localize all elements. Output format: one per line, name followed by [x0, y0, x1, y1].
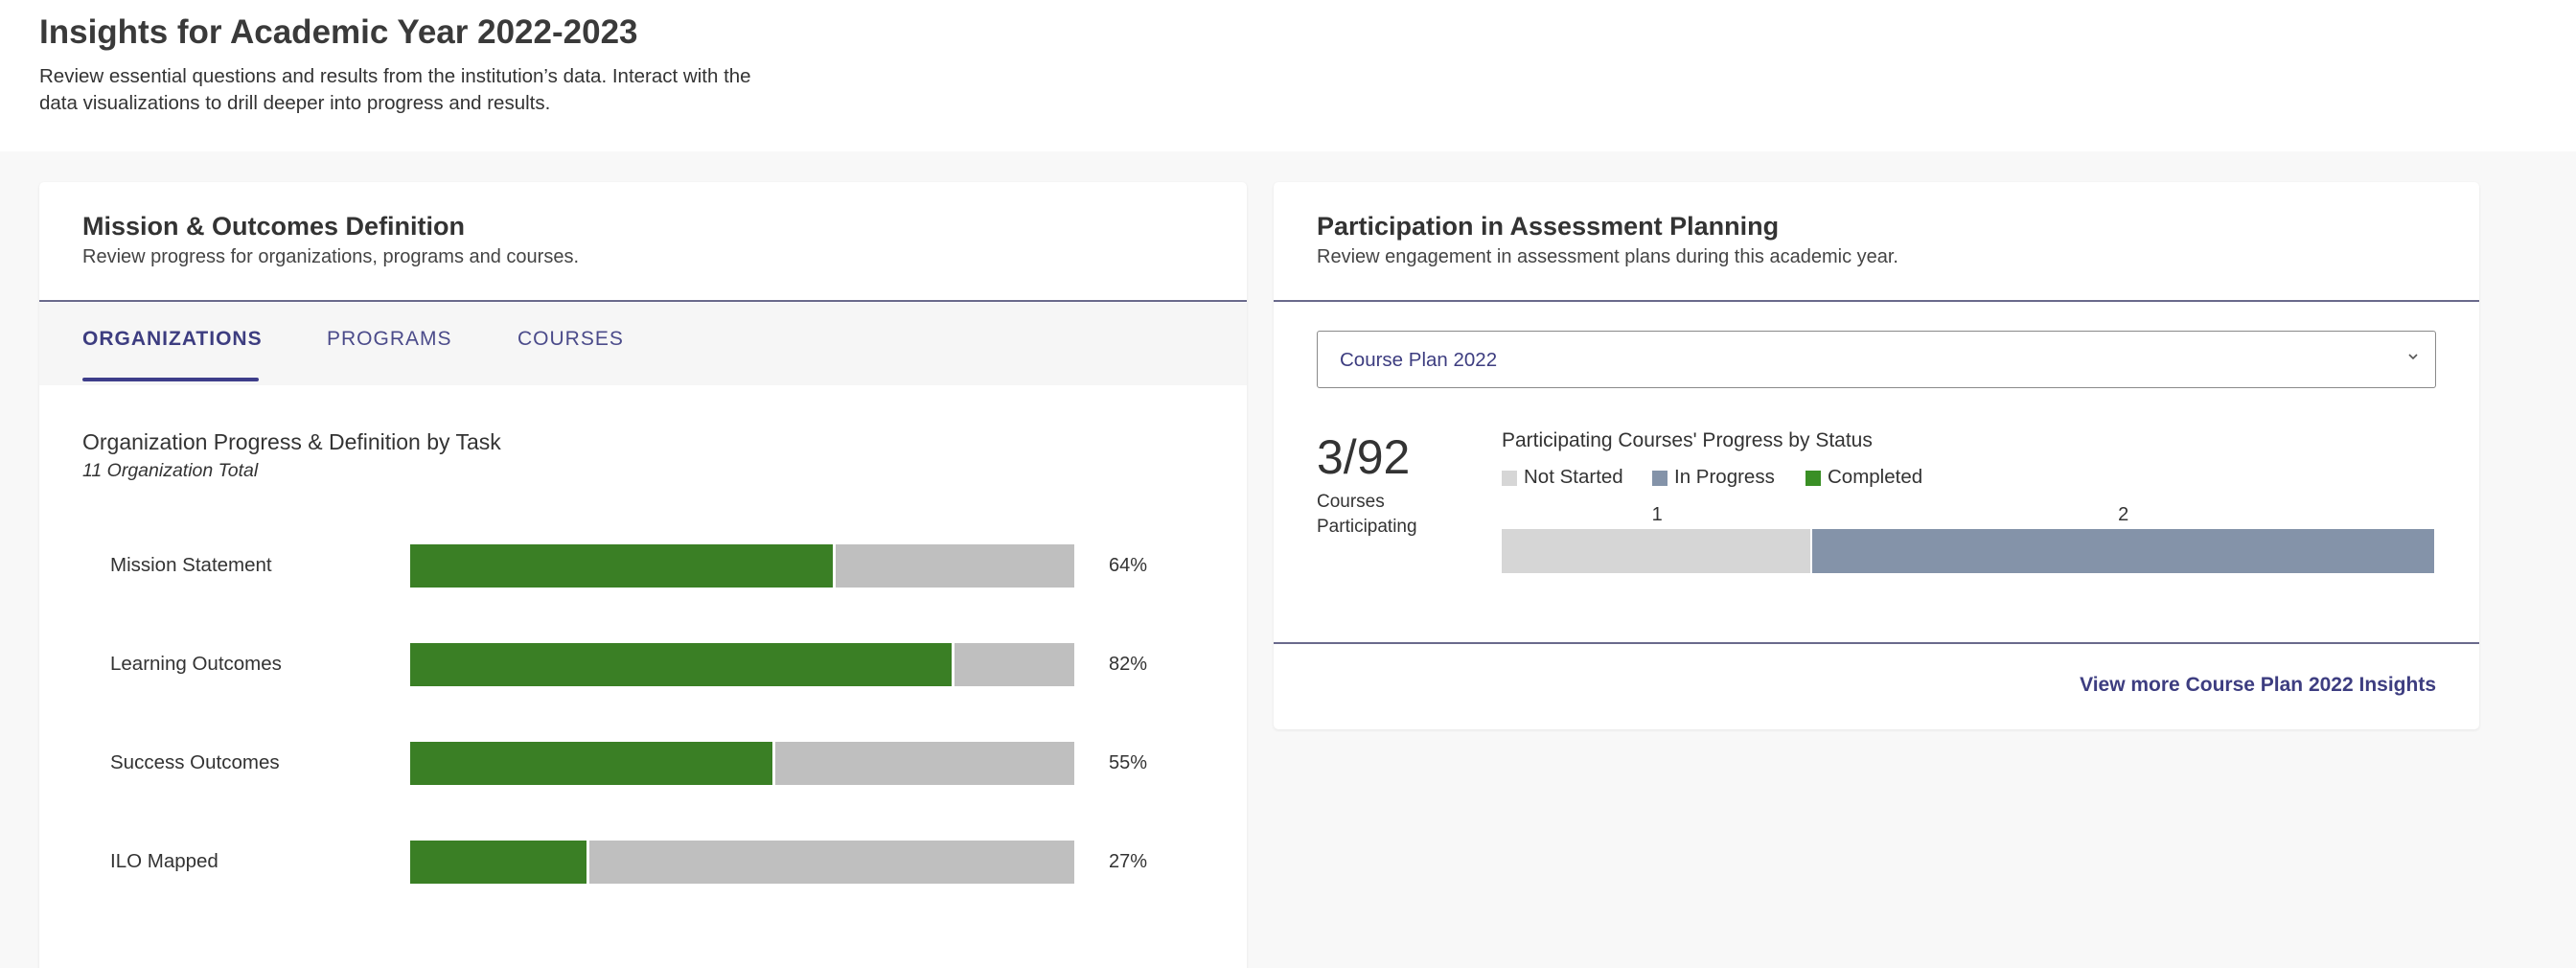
legend-label: Completed	[1828, 466, 1923, 488]
mission-outcomes-card: Mission & Outcomes Definition Review pro…	[39, 182, 1247, 968]
task-label: Mission Statement	[110, 554, 272, 576]
chart-title: Organization Progress & Definition by Ta…	[82, 429, 501, 454]
divider	[1274, 642, 2479, 644]
legend-label: In Progress	[1674, 466, 1775, 488]
page-title: Insights for Academic Year 2022-2023	[39, 13, 638, 51]
task-bar-track[interactable]	[410, 742, 1074, 785]
task-label: ILO Mapped	[110, 850, 218, 872]
legend-swatch	[1652, 471, 1668, 486]
card-subtitle: Review progress for organizations, progr…	[82, 246, 580, 267]
task-bar-fill[interactable]	[410, 742, 775, 785]
tab-programs[interactable]: PROGRAMS	[327, 328, 452, 350]
task-bar-fill[interactable]	[410, 544, 836, 588]
courses-participating-label: Courses Participating	[1317, 492, 1417, 537]
page-header: Insights for Academic Year 2022-2023 Rev…	[0, 0, 2576, 151]
task-bar-fill[interactable]	[410, 643, 954, 686]
legend-swatch	[1502, 471, 1517, 486]
status-segment-in-progress[interactable]	[1812, 529, 2434, 573]
task-row: ILO Mapped 27%	[39, 841, 1247, 885]
tab-bar: ORGANIZATIONS PROGRAMS COURSES	[39, 303, 1247, 385]
task-percent-label: 82%	[1109, 654, 1148, 675]
task-row: Success Outcomes 55%	[39, 742, 1247, 786]
legend-swatch	[1806, 471, 1821, 486]
status-segment-value: 2	[2118, 504, 2129, 525]
chevron-down-icon	[2408, 354, 2418, 360]
card-header: Participation in Assessment Planning Rev…	[1274, 182, 2479, 302]
card-subtitle: Review engagement in assessment plans du…	[1317, 246, 1898, 267]
task-row: Learning Outcomes 82%	[39, 643, 1247, 687]
legend-label: Not Started	[1524, 466, 1623, 488]
task-bar-track[interactable]	[410, 643, 1074, 686]
task-percent-label: 64%	[1109, 555, 1148, 576]
task-percent-label: 27%	[1109, 851, 1148, 872]
task-bar-fill[interactable]	[410, 841, 589, 884]
page-description: Review essential questions and results f…	[39, 65, 751, 114]
status-chart-title: Participating Courses' Progress by Statu…	[1502, 429, 1873, 451]
chart-subtitle: 11 Organization Total	[82, 460, 259, 481]
plan-select[interactable]: Course Plan 2022	[1317, 331, 2436, 388]
task-label: Learning Outcomes	[110, 653, 282, 675]
tab-organizations[interactable]: ORGANIZATIONS	[82, 328, 263, 350]
task-row: Mission Statement 64%	[39, 544, 1247, 588]
view-more-insights-link[interactable]: View more Course Plan 2022 Insights	[2080, 674, 2436, 696]
status-segment-not-started[interactable]	[1502, 529, 1811, 573]
card-header: Mission & Outcomes Definition Review pro…	[39, 182, 1247, 302]
task-bar-track[interactable]	[410, 841, 1074, 884]
task-bar-track[interactable]	[410, 544, 1074, 588]
card-title: Participation in Assessment Planning	[1317, 212, 1780, 241]
task-percent-label: 55%	[1109, 752, 1148, 773]
active-tab-indicator	[82, 378, 259, 381]
status-segment-value: 1	[1651, 504, 1663, 525]
status-stacked-bar	[1502, 529, 2434, 573]
plan-select-value: Course Plan 2022	[1340, 349, 1498, 371]
card-title: Mission & Outcomes Definition	[82, 212, 466, 241]
task-label: Success Outcomes	[110, 751, 280, 773]
tab-courses[interactable]: COURSES	[518, 328, 624, 350]
participation-card: Participation in Assessment Planning Rev…	[1274, 182, 2479, 729]
courses-participating-count: 3/92	[1317, 430, 1411, 484]
